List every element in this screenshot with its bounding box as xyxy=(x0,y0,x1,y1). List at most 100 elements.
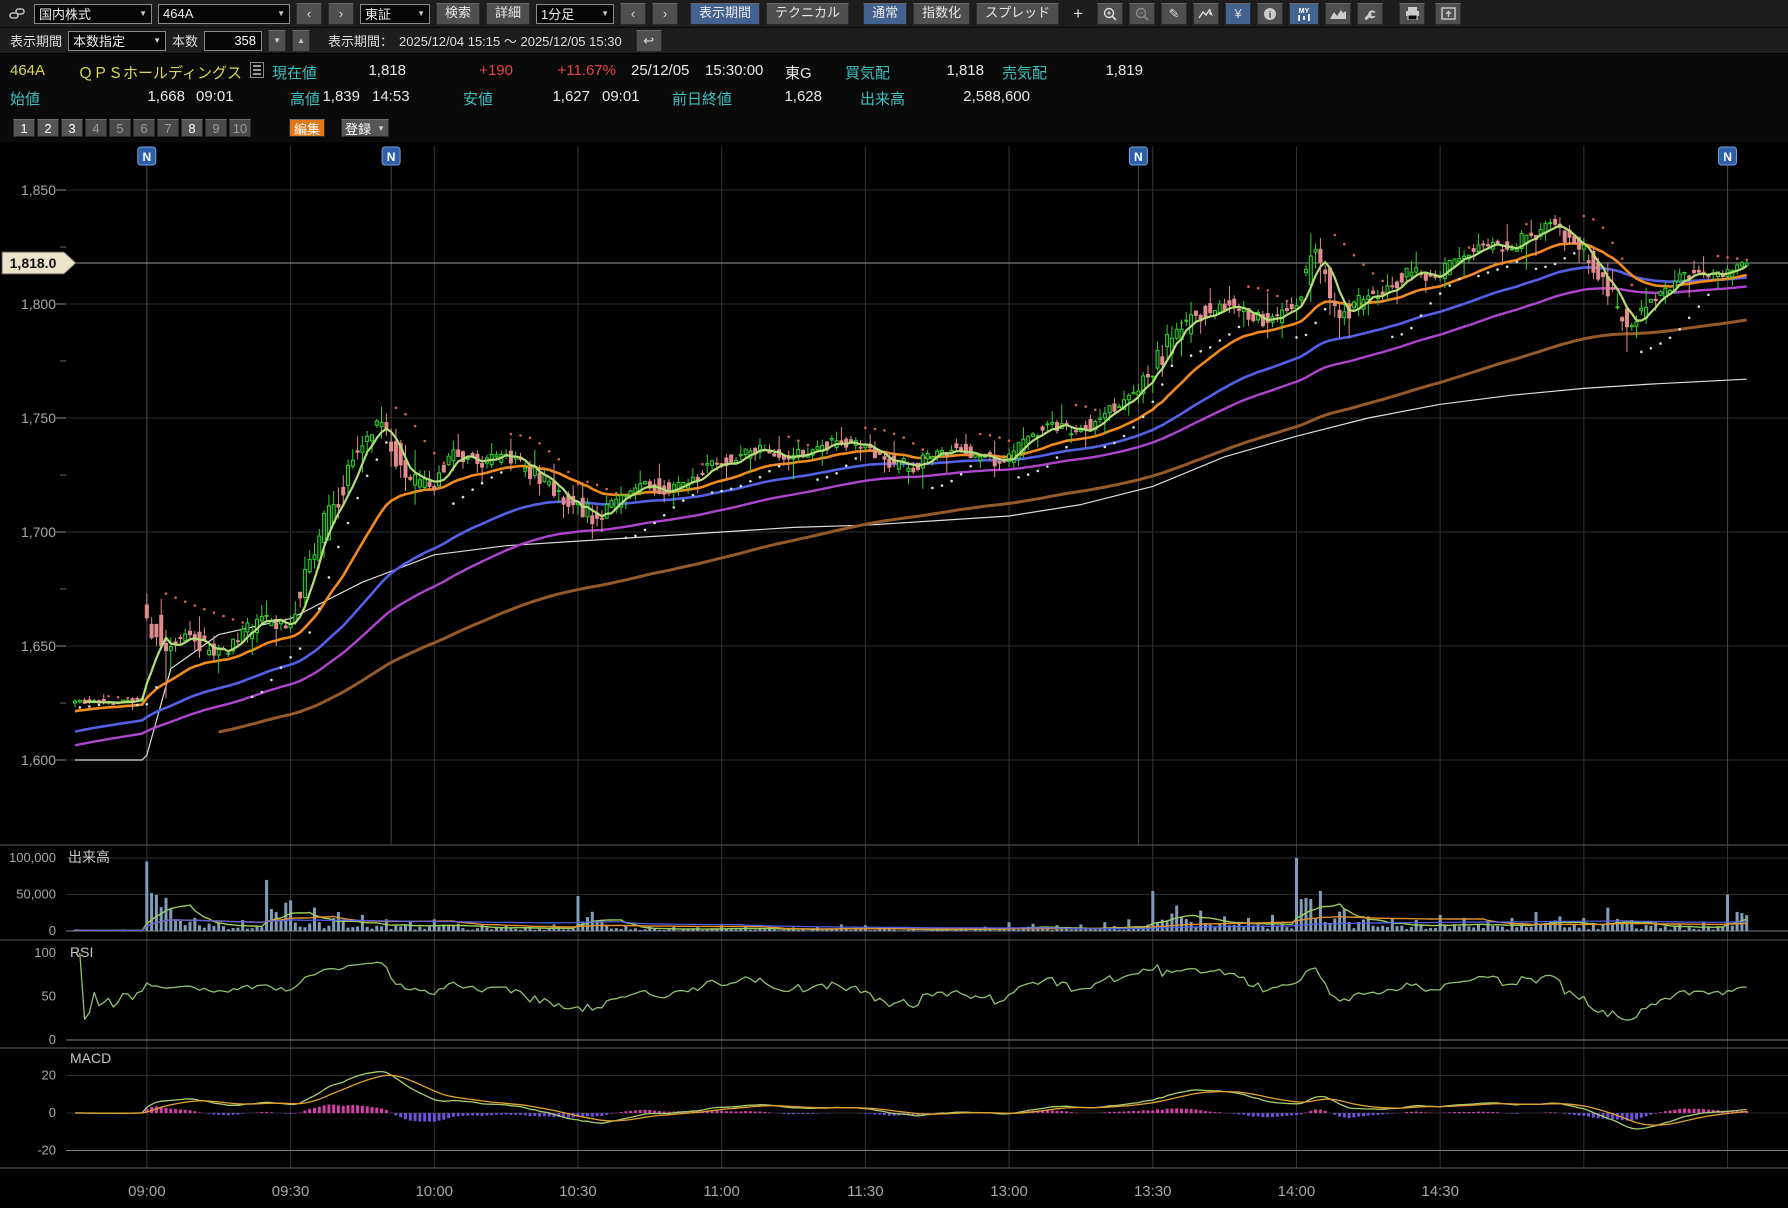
period-controls: 表示期間 本数指定 ▼ 本数 358 ▼ ▲ 表示期間： 2025/12/04 1… xyxy=(0,28,1788,54)
prev-period-button[interactable]: ‹ xyxy=(620,2,647,25)
current-price: 1,818 xyxy=(368,62,406,79)
indexed-button[interactable]: 指数化 xyxy=(913,2,971,25)
tab-3[interactable]: 3 xyxy=(61,119,83,137)
prev-code-button[interactable]: ‹ xyxy=(296,2,322,25)
svg-text:N: N xyxy=(387,150,396,164)
svg-text:N: N xyxy=(143,150,152,164)
display-period-button[interactable]: 表示期間 xyxy=(690,2,761,25)
svg-text:0: 0 xyxy=(49,923,56,938)
svg-text:MACD: MACD xyxy=(70,1050,111,1066)
chevron-down-icon: ▼ xyxy=(139,9,147,18)
open-label: 始値 xyxy=(10,91,41,108)
count-up-button[interactable]: ▲ xyxy=(292,29,311,52)
quote-date: 25/12/05 xyxy=(631,62,690,79)
main-toolbar: 国内株式 ▼ 464A ▼ ‹ › 東証 ▼ 検索 詳細 1分足 ▼ ‹ › 表示期間 … xyxy=(0,0,1788,28)
stock-code: 464A xyxy=(10,62,46,79)
spread-button[interactable]: スプレッド xyxy=(976,2,1060,25)
draw-pencil-icon[interactable]: ✎ xyxy=(1161,2,1188,25)
range-label: 表示期間： xyxy=(328,34,394,49)
svg-text:1,600: 1,600 xyxy=(21,752,56,768)
edit-button[interactable]: 編集 xyxy=(289,119,325,137)
zoom-out-icon[interactable] xyxy=(1129,2,1156,25)
reset-undo-icon[interactable]: ↩ xyxy=(635,29,662,52)
print-icon[interactable] xyxy=(1399,2,1426,25)
technical-button[interactable]: テクニカル xyxy=(766,2,850,25)
count-mode-select[interactable]: 本数指定 ▼ xyxy=(68,30,167,51)
current-price-tag: 1,818.0 xyxy=(1,251,77,275)
chevron-down-icon: ▼ xyxy=(601,9,610,18)
open-time: 09:01 xyxy=(196,88,234,105)
price-change-pct: +11.67% xyxy=(557,62,616,79)
trend-cursor-icon[interactable] xyxy=(1193,2,1220,25)
svg-text:RSI: RSI xyxy=(70,944,93,960)
tab-2[interactable]: 2 xyxy=(37,119,59,137)
detail-button[interactable]: 詳細 xyxy=(486,2,531,25)
news-badge[interactable]: N xyxy=(1718,146,1737,166)
low-label: 安値 xyxy=(463,91,494,108)
link-icon[interactable] xyxy=(8,5,28,23)
svg-text:13:30: 13:30 xyxy=(1134,1183,1172,1200)
market-select[interactable]: 国内株式 ▼ xyxy=(34,3,152,24)
mountain-chart-icon[interactable] xyxy=(1325,2,1352,25)
chart-tabs: 1 2 3 4 5 6 7 8 9 10 編集 登録 ▼ xyxy=(0,116,1788,142)
volume-value: 2,588,600 xyxy=(963,88,1030,105)
svg-text:10:30: 10:30 xyxy=(559,1183,597,1200)
ask-label: 売気配 xyxy=(1002,65,1048,82)
svg-text:11:00: 11:00 xyxy=(703,1183,739,1200)
svg-text:100: 100 xyxy=(34,945,56,960)
svg-text:100,000: 100,000 xyxy=(9,850,56,865)
normal-mode-button[interactable]: 通常 xyxy=(863,2,908,25)
next-code-button[interactable]: › xyxy=(328,2,354,25)
bid-price: 1,818 xyxy=(946,62,984,79)
code-select[interactable]: 464A ▼ xyxy=(158,3,290,24)
tab-4[interactable]: 4 xyxy=(85,119,107,137)
range-value: 2025/12/04 15:15 ～ 2025/12/05 15:30 xyxy=(399,34,622,49)
tab-7[interactable]: 7 xyxy=(157,119,179,137)
chevron-down-icon: ▼ xyxy=(417,9,425,18)
exchange-select[interactable]: 東証 ▼ xyxy=(360,3,430,24)
low-time: 09:01 xyxy=(602,88,640,105)
yen-display-button[interactable]: ¥ xyxy=(1225,2,1252,25)
interval-select[interactable]: 1分足 ▼ xyxy=(536,3,615,24)
news-badge[interactable]: N xyxy=(1128,146,1148,166)
crosshair-plus-icon[interactable]: + xyxy=(1073,3,1084,23)
bar-count-input[interactable]: 358 xyxy=(204,30,263,51)
tab-8[interactable]: 8 xyxy=(181,119,203,137)
news-badge[interactable]: N xyxy=(381,146,401,166)
svg-text:i: i xyxy=(1269,9,1272,19)
svg-text:1,800: 1,800 xyxy=(21,296,56,312)
prev-close: 1,628 xyxy=(784,88,822,105)
svg-text:50,000: 50,000 xyxy=(16,887,56,902)
svg-text:14:00: 14:00 xyxy=(1278,1183,1316,1200)
tab-6[interactable]: 6 xyxy=(133,119,155,137)
market-segment: 東G xyxy=(785,65,812,82)
chevron-down-icon: ▼ xyxy=(277,9,285,18)
search-button[interactable]: 検索 xyxy=(436,2,481,25)
svg-text:50: 50 xyxy=(42,989,56,1004)
zoom-in-icon[interactable] xyxy=(1097,2,1124,25)
register-button[interactable]: 登録 ▼ xyxy=(341,119,389,137)
info-icon[interactable]: i xyxy=(1257,2,1284,25)
svg-text:0: 0 xyxy=(49,1105,56,1120)
svg-text:13:00: 13:00 xyxy=(990,1183,1028,1200)
stock-name: ＱＰＳホールディングス xyxy=(78,65,242,82)
current-price-label: 現在値 xyxy=(272,65,318,82)
tab-5[interactable]: 5 xyxy=(109,119,131,137)
quote-panel: 464A ＱＰＳホールディングス 現在値 1,818 +190 +11.67% … xyxy=(0,54,1788,116)
board-icon[interactable] xyxy=(250,62,264,78)
count-down-button[interactable]: ▼ xyxy=(268,29,287,52)
high-label: 高値 xyxy=(290,91,321,108)
tab-10[interactable]: 10 xyxy=(229,119,251,137)
tab-1[interactable]: 1 xyxy=(13,119,35,137)
svg-text:09:00: 09:00 xyxy=(128,1183,166,1200)
tab-9[interactable]: 9 xyxy=(205,119,227,137)
news-badge[interactable]: N xyxy=(137,146,157,166)
count-label: 本数 xyxy=(172,34,199,49)
my-chart-button[interactable]: MY xyxy=(1289,2,1320,25)
settings-wrench-icon[interactable] xyxy=(1357,2,1384,25)
quote-time: 15:30:00 xyxy=(705,62,764,79)
popout-window-icon[interactable] xyxy=(1435,2,1462,25)
next-period-button[interactable]: › xyxy=(652,2,679,25)
svg-text:11:30: 11:30 xyxy=(847,1183,883,1200)
